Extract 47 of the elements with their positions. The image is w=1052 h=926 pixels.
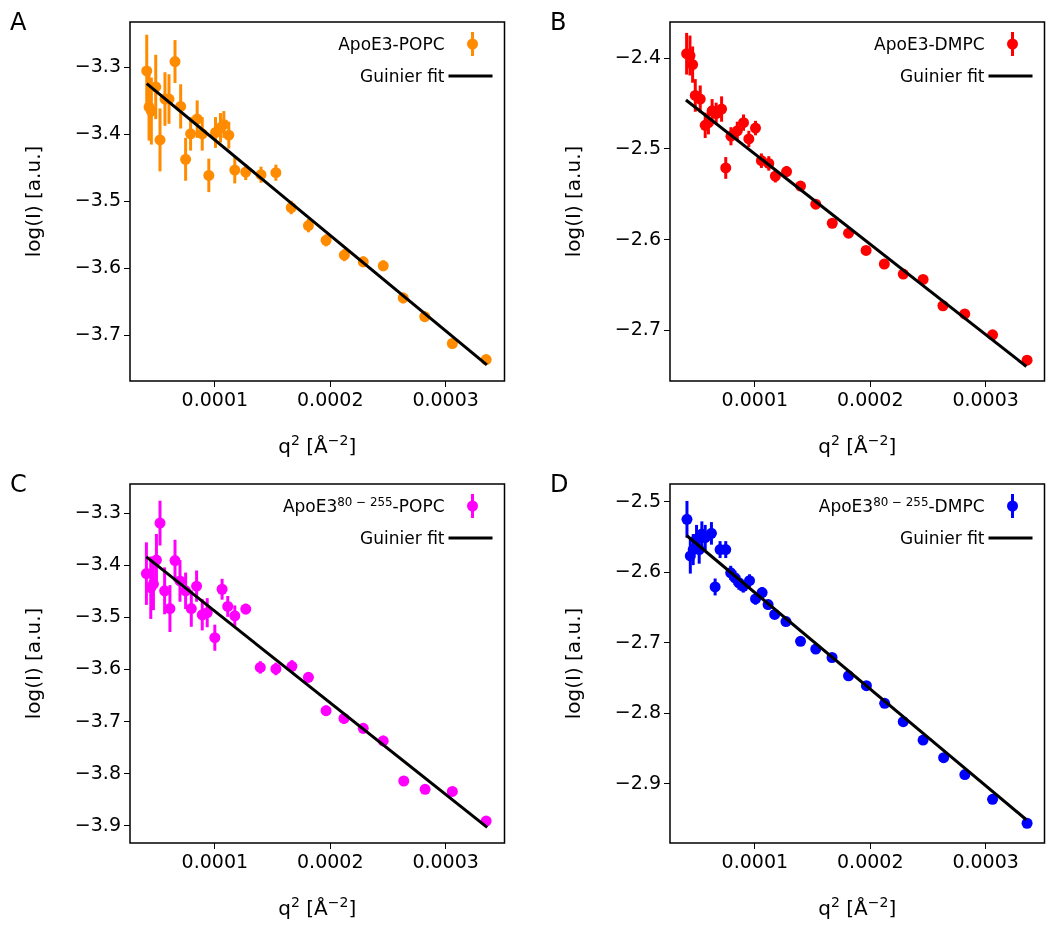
legend-label: Guinier fit [360,66,445,86]
y-tick-label: −3.6 [74,656,121,679]
y-tick-label: −2.8 [614,700,661,723]
x-tick-label: 0.0003 [412,388,479,411]
y-axis-title: log(I) [a.u.] [561,145,585,258]
y-tick-label: −3.4 [74,121,121,144]
text: B [550,8,567,36]
x-tick-label: 0.0002 [836,850,904,873]
y-tick-label: −3.7 [74,322,121,345]
y-tick-label: −2.5 [614,488,661,511]
y-tick-label: −2.4 [614,45,661,68]
x-tick-label: 0.0001 [721,388,789,411]
y-tick-label: −3.9 [74,812,121,835]
x-tick-label: 0.0001 [181,388,249,411]
x-tick-label: 0.0003 [952,388,1019,411]
y-tick-label: −3.5 [74,188,121,211]
y-tick-label: −2.9 [614,770,661,793]
legend-label: Guinier fit [900,528,985,548]
x-tick-label: 0.0003 [952,850,1019,873]
y-tick-label: −2.7 [614,317,661,340]
y-tick-label: −3.4 [74,552,121,575]
text: D [550,470,569,498]
text: C [10,470,27,498]
y-tick-label: −3.6 [74,255,121,278]
y-tick-label: −3.5 [74,604,121,627]
y-tick-label: −3.3 [74,54,121,77]
x-tick-label: 0.0002 [836,388,904,411]
y-tick-label: −3.8 [74,760,121,783]
x-tick-label: 0.0003 [412,850,479,873]
y-tick-label: −2.5 [614,135,661,158]
text: A [10,8,27,36]
legend-label: Guinier fit [900,66,985,86]
x-tick-label: 0.0001 [181,850,249,873]
y-tick-label: −2.7 [614,629,661,652]
legend-label: ApoE3-DMPC [874,34,985,54]
y-axis-title: log(I) [a.u.] [561,607,585,720]
y-tick-label: −3.3 [74,500,121,523]
legend-label: Guinier fit [360,528,445,548]
y-axis-title: log(I) [a.u.] [21,145,45,258]
x-tick-label: 0.0002 [296,388,364,411]
x-tick-label: 0.0002 [296,850,364,873]
y-axis-title: log(I) [a.u.] [21,607,45,720]
y-tick-label: −2.6 [614,226,661,249]
y-tick-label: −2.6 [614,559,661,582]
legend-label: ApoE3-POPC [338,34,445,54]
y-tick-label: −3.7 [74,708,121,731]
x-tick-label: 0.0001 [721,850,789,873]
